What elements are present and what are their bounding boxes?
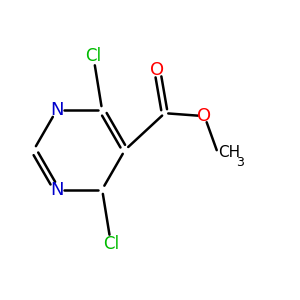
Text: O: O: [150, 61, 164, 80]
Text: CH: CH: [218, 146, 240, 160]
Text: N: N: [50, 181, 63, 199]
Text: O: O: [197, 107, 212, 125]
Text: Cl: Cl: [103, 235, 119, 253]
Text: 3: 3: [236, 157, 244, 169]
Text: N: N: [50, 101, 63, 119]
Text: Cl: Cl: [85, 47, 101, 65]
